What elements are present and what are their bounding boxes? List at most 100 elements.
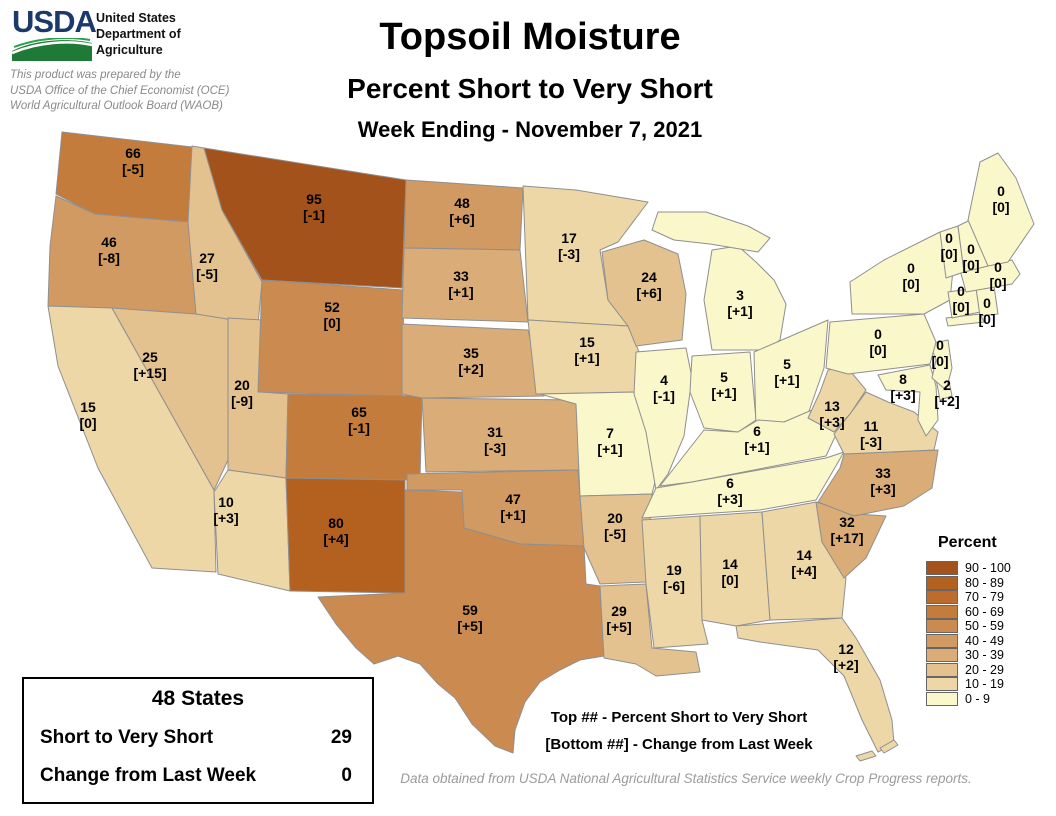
summary-row-value: 29 <box>330 727 352 748</box>
state-tn <box>641 451 845 519</box>
summary-row-value: 0 <box>341 765 352 786</box>
state-mt <box>203 147 407 289</box>
state-label-al: 14 [0] <box>721 556 738 588</box>
state-label-ia: 15 [+1] <box>574 334 599 366</box>
state-label-ne: 35 [+2] <box>458 345 483 377</box>
usda-field-icon <box>11 37 93 66</box>
state-wi <box>601 239 687 347</box>
legend-bin-label: 50 - 59 <box>965 619 1004 634</box>
state-il <box>633 347 693 491</box>
legend-bin-label: 70 - 79 <box>965 590 1004 605</box>
state-md <box>877 364 939 437</box>
state-label-nm: 80 [+4] <box>323 515 348 547</box>
agency-line: United States <box>96 11 176 25</box>
legend-row-10-19: 10 - 19 <box>926 677 1011 692</box>
usda-logo-wordmark: USDA <box>12 4 97 39</box>
legend-bin-label: 10 - 19 <box>965 677 1004 692</box>
prepared-by-note: This product was prepared by the USDA Of… <box>10 68 229 115</box>
prepared-by-line: USDA Office of the Chief Economist (OCE) <box>10 84 230 97</box>
state-label-ny: 0 [0] <box>902 260 919 292</box>
state-label-va: 11 [-3] <box>860 418 882 450</box>
annotation-top: Top ## - Percent Short to Very Short <box>550 709 808 726</box>
legend-bin-label: 0 - 9 <box>965 691 991 706</box>
state-fl <box>879 739 899 754</box>
state-mi <box>703 245 787 351</box>
state-label-in: 5 [+1] <box>711 369 736 401</box>
state-label-tn: 6 [+3] <box>717 475 742 507</box>
state-la <box>599 583 701 677</box>
legend-swatch <box>926 619 958 634</box>
state-wy <box>257 279 405 397</box>
state-label-ut: 20 [-9] <box>231 377 253 409</box>
state-label-nh: 0 [0] <box>962 241 979 273</box>
page-subtitle: Percent Short to Very Short <box>347 73 713 104</box>
summary-row: Change from Last Week 0 <box>40 765 352 787</box>
map-legend: Percent 90 - 100 80 - 89 70 - 79 60 - 69 50 … <box>926 534 1011 707</box>
state-label-me: 0 [0] <box>992 183 1009 215</box>
state-me <box>967 152 1035 267</box>
state-label-or: 46 [-8] <box>98 234 120 266</box>
state-label-co: 65 [-1] <box>348 404 370 436</box>
legend-row-70-79: 70 - 79 <box>926 590 1011 605</box>
legend-title: Percent <box>938 534 997 551</box>
legend-swatch <box>926 575 958 590</box>
state-label-ks: 31 [-3] <box>484 424 506 456</box>
state-va <box>833 391 939 455</box>
legend-row-60-69: 60 - 69 <box>926 604 1011 619</box>
state-label-oh: 5 [+1] <box>774 356 799 388</box>
prepared-by-line: World Agricultural Outlook Board (WAOB) <box>10 100 223 112</box>
legend-swatch <box>926 590 958 605</box>
state-label-mt: 95 [-1] <box>303 191 325 223</box>
state-label-ar: 20 [-5] <box>604 510 626 542</box>
state-label-ct: 0 [0] <box>952 283 969 315</box>
legend-row-20-29: 20 - 29 <box>926 662 1011 677</box>
legend-swatch <box>926 648 958 663</box>
state-label-wy: 52 [0] <box>323 299 340 331</box>
state-label-wv: 13 [+3] <box>819 398 844 430</box>
state-ar <box>579 493 653 585</box>
legend-rows: 90 - 100 80 - 89 70 - 79 60 - 69 50 - 59 40 -… <box>926 561 1011 706</box>
legend-swatch <box>926 677 958 692</box>
legend-swatch <box>926 662 958 677</box>
state-label-id: 27 [-5] <box>196 250 218 282</box>
state-az <box>213 469 291 592</box>
legend-row-90-100: 90 - 100 <box>926 561 1011 576</box>
legend-swatch <box>926 561 958 576</box>
state-label-nv: 25 [+15] <box>133 349 166 381</box>
state-label-pa: 0 [0] <box>869 326 886 358</box>
state-label-tx: 59 [+5] <box>457 602 482 634</box>
page-title: Topsoil Moisture <box>379 16 681 58</box>
prepared-by-line: This product was prepared by the <box>10 69 181 81</box>
legend-row-40-49: 40 - 49 <box>926 633 1011 648</box>
state-label-nd: 48 [+6] <box>449 195 474 227</box>
state-label-az: 10 [+3] <box>213 494 238 526</box>
state-nj <box>929 339 953 391</box>
state-label-il: 4 [-1] <box>653 372 675 404</box>
state-label-sc: 32 [+17] <box>830 514 863 546</box>
state-label-ri: 0 [0] <box>978 295 995 327</box>
summary-row: Short to Very Short 29 <box>40 727 352 749</box>
state-label-nc: 33 [+3] <box>870 465 895 497</box>
legend-bin-label: 80 - 89 <box>965 575 1004 590</box>
summary-row-label: Change from Last Week <box>40 765 257 786</box>
state-label-wa: 66 [-5] <box>122 145 144 177</box>
state-label-mo: 7 [+1] <box>597 425 622 457</box>
legend-row-80-89: 80 - 89 <box>926 575 1011 590</box>
state-label-mn: 17 [-3] <box>558 230 580 262</box>
annotation-bottom: [Bottom ##] - Change from Last Week <box>545 736 813 753</box>
state-ne <box>401 323 545 399</box>
state-label-wi: 24 [+6] <box>636 269 661 301</box>
state-label-ok: 47 [+1] <box>500 491 525 523</box>
legend-bin-label: 30 - 39 <box>965 648 1004 663</box>
data-source-note: Data obtained from USDA National Agricul… <box>400 771 972 786</box>
state-fl <box>855 750 877 762</box>
state-label-ma: 0 [0] <box>989 259 1006 291</box>
state-label-sd: 33 [+1] <box>448 268 473 300</box>
state-label-nj: 0 [0] <box>931 337 948 369</box>
state-fl <box>735 617 895 753</box>
state-label-mi: 3 [+1] <box>727 287 752 319</box>
state-label-fl: 12 [+2] <box>833 641 858 673</box>
legend-row-30-39: 30 - 39 <box>926 648 1011 663</box>
